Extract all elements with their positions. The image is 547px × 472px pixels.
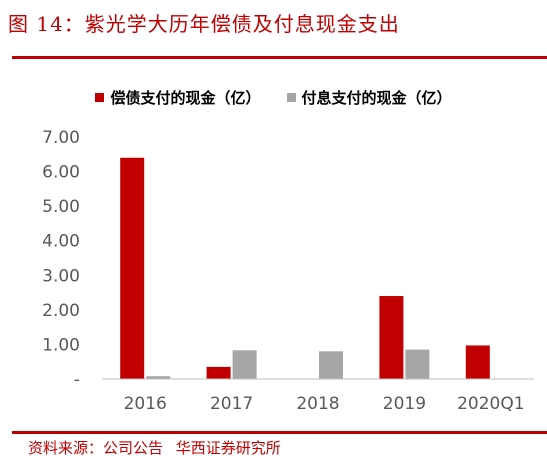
bar-interest [232,350,257,379]
bar-interest [146,376,171,379]
x-tick-label: 2016 [124,394,167,414]
source-institution: 华西证券研究所 [175,439,281,457]
bars-group [120,157,490,379]
legend-item-interest: 付息支付的现金（亿） [286,87,452,108]
x-tick-label: 2020Q1 [457,394,524,414]
bar-repayment [120,157,145,379]
x-tick-label: 2017 [210,394,253,414]
bar-interest [405,349,430,379]
y-tick-label: 6.00 [42,163,80,183]
y-tick-label: - [74,370,80,390]
y-tick-label: 1.00 [42,335,80,355]
bar-interest [319,351,343,379]
legend-swatch-repayment [95,93,105,102]
y-tick-label: 2.00 [42,301,80,321]
bar-repayment [465,345,490,379]
figure-title: 图 14：紫光学大历年偿债及付息现金支出 [8,12,400,36]
source-note: 资料来源：公司公告 华西证券研究所 [28,437,289,458]
x-tick-label: 2018 [296,394,339,414]
title-rule [12,56,547,59]
y-axis: - 1.00 2.00 3.00 4.00 5.00 6.00 7.00 [42,128,80,390]
y-tick-label: 7.00 [42,128,80,148]
x-axis: 2016 2017 2018 2019 2020Q1 [124,394,525,414]
y-tick-label: 4.00 [42,232,80,252]
source-label: 资料来源：公司公告 [28,439,164,457]
y-tick-label: 5.00 [42,197,80,217]
y-tick-label: 3.00 [42,266,80,286]
legend-item-repayment: 偿债支付的现金（亿） [95,87,261,108]
legend-label-interest: 付息支付的现金（亿） [301,89,452,107]
legend-swatch-interest [286,93,296,102]
bar-chart: -1.002.003.004.005.006.007.00 2016 2017 20… [42,128,534,414]
bar-repayment [206,366,231,379]
bar-repayment [379,296,404,379]
x-tick-label: 2019 [383,394,426,414]
legend-label-repayment: 偿债支付的现金（亿） [110,89,261,107]
chart-legend: 偿债支付的现金（亿） 付息支付的现金（亿） [0,87,547,108]
footer-rule [12,431,547,434]
